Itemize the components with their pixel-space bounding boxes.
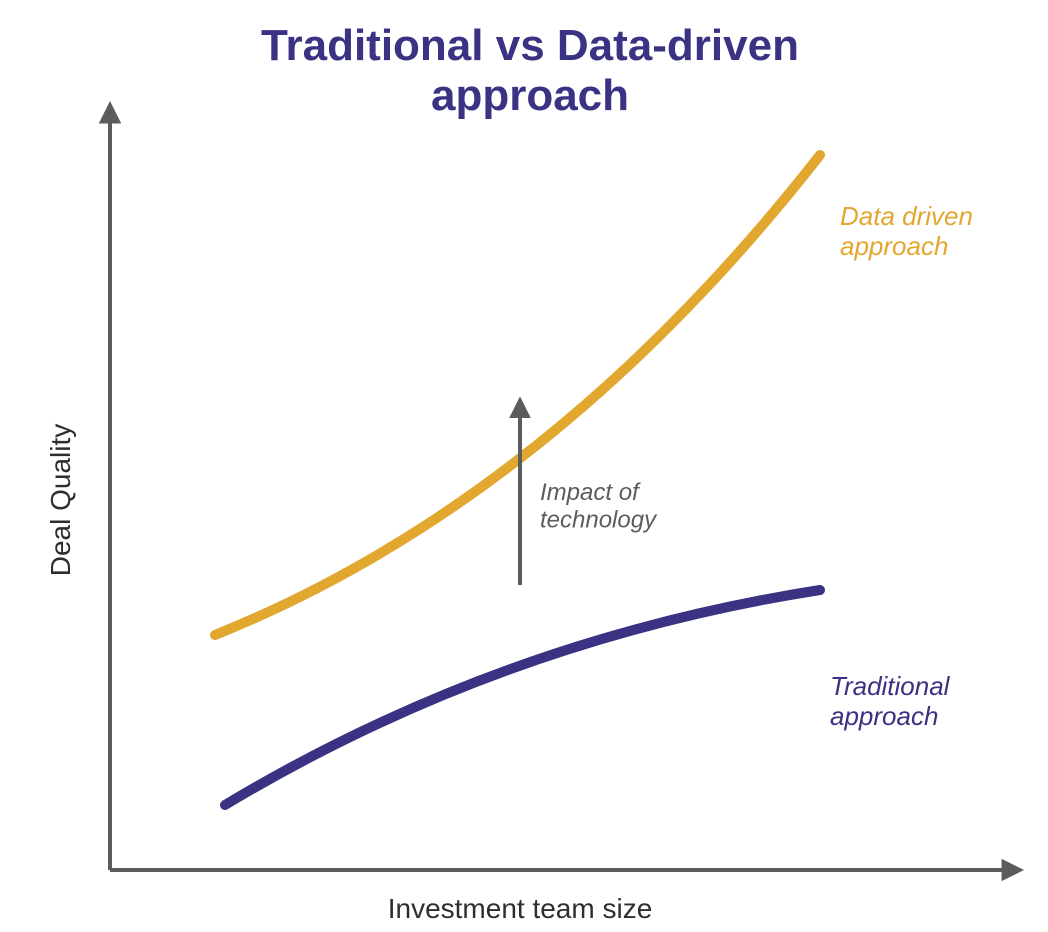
series-traditional-label-line-1: Traditional bbox=[830, 671, 951, 701]
chart-svg: Traditional vs Data-drivenapproachInvest… bbox=[0, 0, 1048, 932]
y-axis-label: Deal Quality bbox=[45, 424, 76, 577]
chart-container: Traditional vs Data-drivenapproachInvest… bbox=[0, 0, 1048, 932]
chart-title-line-1: Traditional vs Data-driven bbox=[261, 21, 799, 70]
series-data_driven-label-line-2: approach bbox=[840, 231, 948, 261]
impact-annotation-line-1: Impact of bbox=[540, 479, 641, 506]
series-traditional-label: Traditionalapproach bbox=[830, 671, 951, 731]
series-traditional-label-line-2: approach bbox=[830, 701, 938, 731]
chart-background bbox=[0, 0, 1048, 932]
x-axis-label: Investment team size bbox=[388, 893, 653, 924]
series-data_driven-label-line-1: Data driven bbox=[840, 201, 973, 231]
chart-title-line-2: approach bbox=[431, 71, 629, 120]
impact-annotation-line-2: technology bbox=[540, 507, 658, 534]
